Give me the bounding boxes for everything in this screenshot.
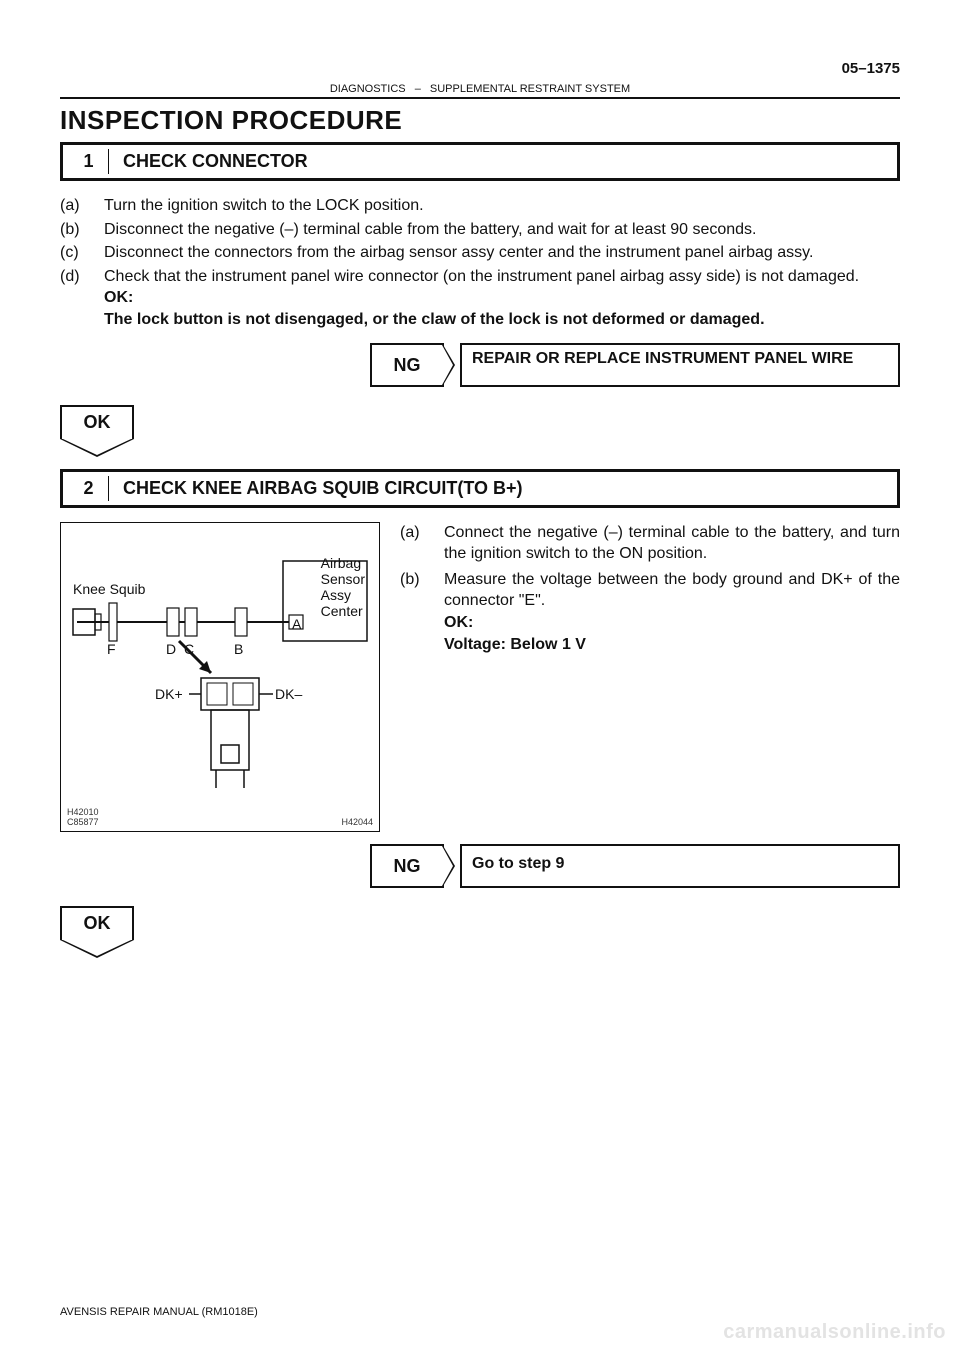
step1-number: 1 [69, 149, 109, 174]
ng-badge: NG [370, 844, 444, 888]
chevron-down-icon [60, 940, 134, 958]
pin-a: A [292, 616, 301, 632]
pin-f: F [107, 641, 116, 657]
ok-label: OK: [104, 289, 133, 306]
dk-minus-label: DK– [275, 686, 302, 702]
page-title: INSPECTION PROCEDURE [60, 105, 900, 136]
text: Turn the ignition switch to the LOCK pos… [104, 195, 900, 217]
page-container: 05–1375 DIAGNOSTICS – SUPPLEMENTAL RESTR… [0, 0, 960, 1358]
text: Disconnect the negative (–) terminal cab… [104, 219, 900, 241]
text-inner: Check that the instrument panel wire con… [104, 268, 859, 285]
page-header: 05–1375 DIAGNOSTICS – SUPPLEMENTAL RESTR… [60, 60, 900, 99]
ok-text: The lock button is not disengaged, or th… [104, 311, 765, 328]
marker: (c) [60, 242, 104, 264]
text: Check that the instrument panel wire con… [104, 266, 900, 331]
step2-header: 2 CHECK KNEE AIRBAG SQUIB CIRCUIT(TO B+) [60, 469, 900, 508]
text: Disconnect the connectors from the airba… [104, 242, 900, 264]
ok-badge: OK [60, 405, 134, 439]
list-item: (b) Measure the voltage between the body… [400, 569, 900, 655]
step2-label: CHECK KNEE AIRBAG SQUIB CIRCUIT(TO B+) [109, 478, 523, 499]
diagram-code-left: H42010 C85877 [67, 807, 99, 827]
breadcrumb-left: DIAGNOSTICS [330, 83, 406, 95]
airbag-sensor-label: Airbag Sensor Assy Center [321, 555, 365, 619]
dk-plus-label: DK+ [155, 686, 183, 702]
chevron-down-icon [60, 439, 134, 457]
ng-label: NG [394, 355, 421, 375]
breadcrumb-right: SUPPLEMENTAL RESTRAINT SYSTEM [430, 83, 630, 95]
breadcrumb-dash: – [409, 83, 427, 95]
text: Connect the negative (–) terminal cable … [444, 522, 900, 565]
step2-ng-row: NG Go to step 9 [60, 844, 900, 888]
list-item: (a) Turn the ignition switch to the LOCK… [60, 195, 900, 217]
ng-badge: NG [370, 343, 444, 387]
text-inner: Measure the voltage between the body gro… [444, 571, 900, 610]
list-item: (b) Disconnect the negative (–) terminal… [60, 219, 900, 241]
marker: (b) [400, 569, 444, 655]
ok-label: OK: [444, 614, 473, 631]
pin-c: C [184, 641, 194, 657]
watermark: carmanualsonline.info [723, 1321, 946, 1344]
step2-procedure: (a) Connect the negative (–) terminal ca… [400, 522, 900, 660]
ok-badge: OK [60, 906, 134, 940]
breadcrumb: DIAGNOSTICS – SUPPLEMENTAL RESTRAINT SYS… [60, 83, 900, 95]
pin-b: B [234, 641, 243, 657]
list-item: (d) Check that the instrument panel wire… [60, 266, 900, 331]
marker: (b) [60, 219, 104, 241]
text: Measure the voltage between the body gro… [444, 569, 900, 655]
ok-label: OK [84, 913, 111, 933]
wiring-diagram: Knee Squib Airbag Sensor Assy Center F D… [60, 522, 380, 832]
diagram-code-right: H42044 [341, 817, 373, 827]
chevron-right-icon [442, 343, 455, 387]
ng-action-box: Go to step 9 [460, 844, 900, 888]
spec-text: Voltage: Below 1 V [444, 636, 586, 653]
step1-ng-row: NG REPAIR OR REPLACE INSTRUMENT PANEL WI… [60, 343, 900, 387]
knee-squib-label: Knee Squib [73, 581, 145, 597]
ng-label: NG [394, 856, 421, 876]
step1-procedure: (a) Turn the ignition switch to the LOCK… [60, 195, 900, 331]
step1-label: CHECK CONNECTOR [109, 151, 308, 172]
ok-label: OK [84, 412, 111, 432]
list-item: (c) Disconnect the connectors from the a… [60, 242, 900, 264]
chevron-right-icon [442, 844, 455, 888]
step1-header: 1 CHECK CONNECTOR [60, 142, 900, 181]
list-item: (a) Connect the negative (–) terminal ca… [400, 522, 900, 565]
marker: (a) [60, 195, 104, 217]
step2-number: 2 [69, 476, 109, 501]
pin-d: D [166, 641, 176, 657]
ng-action-box: REPAIR OR REPLACE INSTRUMENT PANEL WIRE [460, 343, 900, 387]
footer-text: AVENSIS REPAIR MANUAL (RM1018E) [60, 1306, 258, 1318]
page-number: 05–1375 [842, 60, 900, 77]
marker: (d) [60, 266, 104, 331]
marker: (a) [400, 522, 444, 565]
step2-content: Knee Squib Airbag Sensor Assy Center F D… [60, 522, 900, 832]
